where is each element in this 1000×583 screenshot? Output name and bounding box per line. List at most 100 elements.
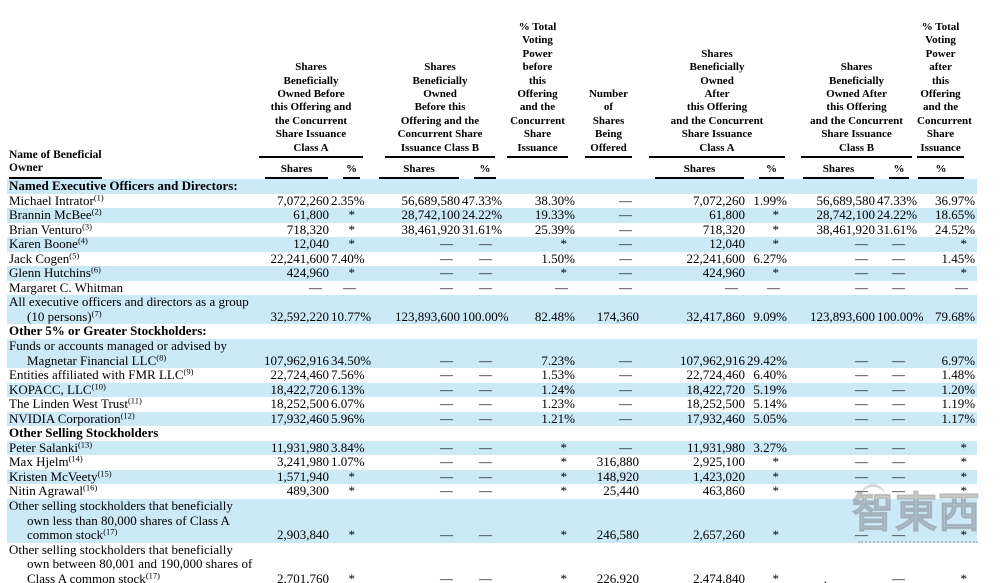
cell-b_pct: — bbox=[479, 367, 492, 383]
cell-ba_pct: — bbox=[892, 454, 906, 470]
cell-voting_before: 1.23% bbox=[541, 396, 575, 412]
cell-a_pct: 6.13% bbox=[331, 381, 365, 397]
cell-ba_shares: — bbox=[855, 439, 869, 455]
table-row: All executive officers and directors as … bbox=[7, 295, 978, 325]
owner-name-cell: KOPACC, LLC(10) bbox=[9, 381, 106, 397]
cell-a_shares: 424,960 bbox=[286, 265, 329, 281]
cell-ba_shares: — bbox=[855, 468, 869, 484]
cell-offered: — bbox=[619, 439, 632, 455]
column-group-header-a_after: Shares Beneficially Owned After this Offerin… bbox=[641, 8, 789, 158]
cell-aa_pct: * bbox=[772, 236, 780, 252]
cell-aa_shares: 17,932,460 bbox=[686, 410, 746, 426]
cell-voting_after: 36.97% bbox=[934, 192, 976, 208]
cell-a_pct: 10.77% bbox=[331, 308, 372, 324]
footnote-ref: (13) bbox=[77, 439, 93, 450]
table-row: Peter Salanki(13) 11,931,980 3.84% — — * —11,9… bbox=[7, 439, 978, 456]
cell-a_shares: 2,701,760 bbox=[277, 570, 329, 583]
subheader-a_before-shares: Shares bbox=[251, 158, 331, 179]
cell-ba_pct: 31.61% bbox=[877, 221, 918, 237]
cell-aa_shares: 2,925,100 bbox=[693, 454, 745, 470]
column-group-header-voting_before: % Total Voting Power before this Offering and … bbox=[501, 8, 577, 158]
cell-aa_shares: 61,800 bbox=[709, 207, 745, 223]
cell-aa_pct: * bbox=[772, 454, 780, 470]
cell-b_pct: — bbox=[479, 250, 492, 266]
cell-voting_before: 1.50% bbox=[541, 250, 575, 266]
cell-voting_before: * bbox=[560, 468, 568, 484]
cell-b_shares: — bbox=[440, 265, 453, 281]
cell-offered: — bbox=[619, 250, 632, 266]
owner-name-cell: Michael Intrator(1) bbox=[9, 192, 104, 208]
footnote-ref: (7) bbox=[91, 308, 102, 319]
cell-ba_shares: 56,689,580 bbox=[816, 192, 876, 208]
cell-voting_before: 1.21% bbox=[541, 410, 575, 426]
cell-voting_before: * bbox=[560, 483, 568, 499]
cell-a_pct: 5.96% bbox=[331, 410, 365, 426]
cell-voting_before: 1.53% bbox=[541, 367, 575, 383]
cell-aa_shares: 107,962,916 bbox=[680, 352, 745, 368]
cell-voting_after: 1.19% bbox=[941, 396, 976, 412]
cell-a_shares: 7,072,260 bbox=[277, 192, 329, 208]
subheader-b_after-shares: Shares bbox=[789, 158, 877, 179]
column-group-header-b_after: Shares Beneficially Owned After this Offeri… bbox=[789, 8, 914, 158]
table-row: Funds or accounts managed or advised by M… bbox=[7, 338, 978, 369]
cell-b_pct: — bbox=[479, 396, 492, 412]
cell-b_shares: — bbox=[440, 381, 453, 397]
cell-voting_after: 1.20% bbox=[941, 381, 976, 397]
cell-a_shares: 18,422,720 bbox=[270, 381, 330, 397]
name-of-beneficial-owner-header: Name of Beneficial Owner bbox=[7, 8, 251, 179]
cell-voting_before: 19.33% bbox=[534, 207, 575, 223]
cell-aa_shares: 2,474,840 bbox=[693, 570, 745, 583]
cell-a_shares: 32,592,220 bbox=[270, 308, 330, 324]
subheader-voting_after: % bbox=[914, 158, 977, 179]
cell-b_pct: — bbox=[479, 381, 492, 397]
footnote-ref: (8) bbox=[156, 352, 167, 363]
owner-name-cell: Brannin McBee(2) bbox=[9, 206, 102, 223]
footnote-ref: (11) bbox=[127, 395, 142, 406]
cell-ba_pct: 24.22% bbox=[877, 207, 918, 223]
cell-b_shares: — bbox=[440, 352, 453, 368]
cell-ba_pct: — bbox=[892, 352, 906, 368]
cell-offered: 226,920 bbox=[596, 570, 639, 583]
footnote-ref: (17) bbox=[103, 526, 118, 537]
cell-aa_pct: * bbox=[772, 527, 780, 543]
footnote-ref: (15) bbox=[97, 468, 112, 479]
cell-voting_before: 1.24% bbox=[541, 381, 575, 397]
cell-aa_shares: 18,252,500 bbox=[686, 396, 746, 412]
cell-voting_after: * bbox=[960, 265, 968, 281]
footnote-ref: (2) bbox=[91, 206, 102, 217]
subheader-a_before-pct: % bbox=[331, 158, 365, 179]
cell-offered: — bbox=[619, 207, 632, 223]
cell-aa_shares: 11,931,980 bbox=[686, 439, 745, 455]
cell-offered: — bbox=[619, 396, 632, 412]
cell-voting_before: * bbox=[560, 527, 568, 543]
table-header: Name of Beneficial Owner Shares Beneficiall… bbox=[7, 8, 977, 179]
cell-b_shares: — bbox=[440, 410, 453, 426]
column-group-header-a_before: Shares Beneficially Owned Before this Offer… bbox=[251, 8, 365, 158]
section-label: Named Executive Officers and Directors: bbox=[9, 178, 238, 193]
cell-ba_shares: 123,893,600 bbox=[810, 308, 876, 324]
cell-b_shares: — bbox=[440, 367, 453, 383]
footnote-ref: (14) bbox=[68, 453, 83, 464]
cell-a_pct: 7.40% bbox=[331, 250, 365, 266]
cell-ba_shares: — bbox=[855, 410, 869, 426]
cell-offered: — bbox=[619, 352, 632, 368]
subheader-a_after-pct: % bbox=[747, 158, 789, 179]
cell-offered: — bbox=[619, 279, 632, 295]
cell-b_pct: — bbox=[479, 570, 492, 583]
cell-aa_pct: 29.42% bbox=[747, 352, 788, 368]
cell-b_pct: — bbox=[479, 279, 492, 295]
cell-a_pct: 34.50% bbox=[331, 352, 372, 368]
owner-name-cell: The Linden West Trust(11) bbox=[9, 395, 142, 412]
cell-ba_pct: — bbox=[892, 410, 906, 426]
cell-offered: — bbox=[619, 192, 632, 208]
table-row: Jack Cogen(5) 22,241,600 7.40% — —1.50% —22,2… bbox=[7, 250, 977, 267]
cell-voting_after: * bbox=[960, 468, 968, 484]
cell-a_pct: 6.07% bbox=[331, 396, 365, 412]
cell-ba_pct: — bbox=[892, 381, 906, 397]
cell-b_shares: 38,461,920 bbox=[401, 221, 461, 237]
cell-a_pct: 7.56% bbox=[331, 367, 365, 383]
cell-offered: 25,440 bbox=[603, 483, 639, 499]
cell-voting_after: 1.45% bbox=[941, 250, 976, 266]
cell-ba_pct: 100.00% bbox=[877, 308, 924, 324]
cell-a_pct: * bbox=[348, 483, 356, 499]
